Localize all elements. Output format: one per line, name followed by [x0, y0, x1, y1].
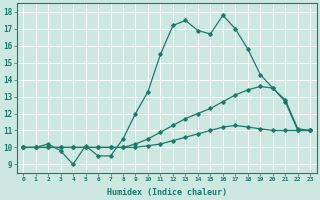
X-axis label: Humidex (Indice chaleur): Humidex (Indice chaleur) — [107, 188, 227, 197]
